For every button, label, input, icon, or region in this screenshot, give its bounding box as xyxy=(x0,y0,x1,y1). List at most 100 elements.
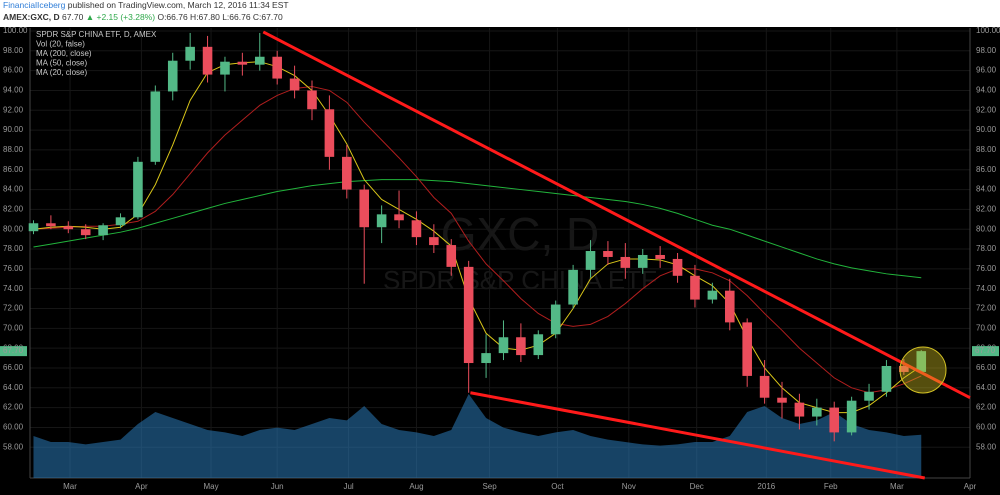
price-marker-label: 67.70 xyxy=(3,346,24,355)
ma-line xyxy=(33,179,922,279)
candle-body xyxy=(550,304,561,335)
y-tick-label: 70.00 xyxy=(3,323,24,332)
y-tick-label: 92.00 xyxy=(976,105,997,114)
candle-body xyxy=(672,258,683,276)
y-tick-label: 66.00 xyxy=(976,363,997,372)
y-tick-label: 90.00 xyxy=(976,125,997,134)
candle-body xyxy=(80,229,91,236)
candle-body xyxy=(655,254,665,259)
x-tick-label: Aug xyxy=(409,482,423,491)
x-tick-label: Jun xyxy=(271,482,284,491)
published: published on TradingView.com, March 12, … xyxy=(68,0,289,10)
ma-line xyxy=(33,85,922,394)
candle-body xyxy=(516,337,526,356)
candle-body xyxy=(829,407,840,433)
x-tick-label: Mar xyxy=(890,482,904,491)
candle-body xyxy=(812,407,822,417)
candle-body xyxy=(254,56,265,65)
y-tick-label: 86.00 xyxy=(976,165,997,174)
legend-entry: MA (200, close) xyxy=(36,49,92,58)
trendline xyxy=(262,30,971,400)
y-tick-label: 84.00 xyxy=(3,185,24,194)
x-tick-label: Dec xyxy=(690,482,704,491)
y-tick-label: 60.00 xyxy=(3,423,24,432)
candle-body xyxy=(568,269,578,305)
y-tick-label: 76.00 xyxy=(3,264,24,273)
candle-body xyxy=(220,61,230,75)
x-tick-label: May xyxy=(203,482,218,491)
change: ▲ +2.15 (+3.28%) xyxy=(86,12,156,22)
y-tick-label: 98.00 xyxy=(3,46,24,55)
candle-body xyxy=(794,402,805,417)
candle-body xyxy=(429,237,439,246)
x-tick-label: Oct xyxy=(551,482,564,491)
y-tick-label: 92.00 xyxy=(3,105,24,114)
candle-body xyxy=(446,245,457,267)
y-tick-label: 88.00 xyxy=(976,145,997,154)
candle-body xyxy=(342,156,352,190)
candle-body xyxy=(759,375,770,398)
candle-body xyxy=(133,161,143,218)
candle-body xyxy=(150,91,161,162)
y-tick-label: 88.00 xyxy=(3,145,24,154)
y-tick-label: 70.00 xyxy=(976,323,997,332)
candle-body xyxy=(620,256,631,268)
y-tick-label: 94.00 xyxy=(976,86,997,95)
candle-body xyxy=(272,56,282,79)
x-tick-label: Apr xyxy=(135,482,148,491)
candle-body xyxy=(881,365,892,392)
candle-body xyxy=(777,397,787,403)
y-tick-label: 82.00 xyxy=(976,204,997,213)
y-tick-label: 82.00 xyxy=(3,204,24,213)
y-tick-label: 78.00 xyxy=(976,244,997,253)
candle-body xyxy=(411,220,422,238)
header-line: FinancialIceberg published on TradingVie… xyxy=(3,0,289,10)
y-tick-label: 62.00 xyxy=(976,403,997,412)
candle-body xyxy=(28,223,39,232)
legend-entry: MA (20, close) xyxy=(36,68,87,77)
candle-body xyxy=(98,225,108,236)
y-tick-label: 58.00 xyxy=(976,442,997,451)
y-tick-label: 80.00 xyxy=(3,224,24,233)
candle-body xyxy=(916,351,927,372)
candle-body xyxy=(498,337,509,354)
candle-body xyxy=(202,46,213,75)
candle-body xyxy=(690,275,700,300)
y-tick-label: 96.00 xyxy=(976,66,997,75)
y-tick-label: 84.00 xyxy=(976,185,997,194)
candle-body xyxy=(585,251,596,270)
header-bg xyxy=(0,0,1000,27)
volume-area xyxy=(33,394,922,478)
price-marker xyxy=(972,346,999,357)
legend-entry: Vol (20, false) xyxy=(36,40,85,49)
symbol: AMEX:GXC, D xyxy=(3,12,60,22)
y-tick-label: 100.00 xyxy=(3,26,28,35)
y-tick-label: 96.00 xyxy=(3,66,24,75)
publisher: FinancialIceberg xyxy=(3,0,66,10)
candle-body xyxy=(603,251,613,257)
candle-body xyxy=(742,322,752,376)
watermark: SPDR S&P CHINA ETF xyxy=(383,265,657,295)
candle-body xyxy=(63,226,74,230)
legend-entry: MA (50, close) xyxy=(36,59,87,68)
y-tick-label: 90.00 xyxy=(3,125,24,134)
y-tick-label: 72.00 xyxy=(3,304,24,313)
candle-body xyxy=(463,266,474,364)
y-tick-label: 64.00 xyxy=(3,383,24,392)
x-tick-label: Jul xyxy=(343,482,353,491)
y-tick-label: 74.00 xyxy=(976,284,997,293)
x-tick-label: Nov xyxy=(622,482,636,491)
candle-body xyxy=(481,353,491,364)
y-tick-label: 100.00 xyxy=(976,26,1000,35)
quote-line: AMEX:GXC, D 67.70 ▲ +2.15 (+3.28%) O:66.… xyxy=(3,12,283,22)
price-marker-label: 67.70 xyxy=(975,346,996,355)
candle-body xyxy=(115,217,126,226)
candle-body xyxy=(637,254,648,268)
price-marker xyxy=(0,346,27,357)
candle-body xyxy=(324,109,335,157)
candle-body xyxy=(307,90,317,110)
candle-body xyxy=(289,78,300,91)
candle-body xyxy=(864,391,874,401)
quote: O:66.76 H:67.80 L:66.76 C:67.70 xyxy=(157,12,283,22)
